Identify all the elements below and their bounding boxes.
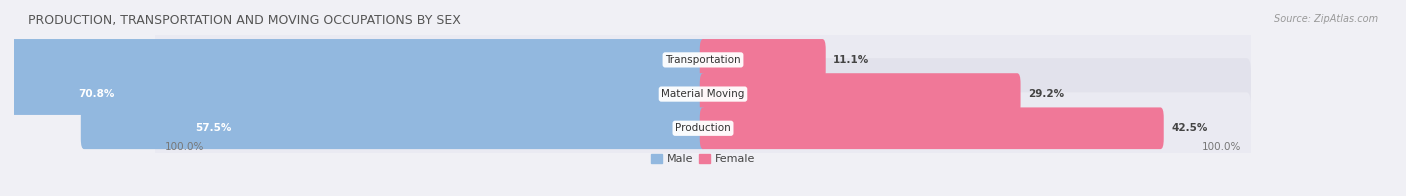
Text: 100.0%: 100.0% — [165, 142, 204, 152]
Text: Transportation: Transportation — [665, 55, 741, 65]
FancyBboxPatch shape — [700, 39, 825, 81]
Text: Material Moving: Material Moving — [661, 89, 745, 99]
FancyBboxPatch shape — [80, 107, 706, 149]
FancyBboxPatch shape — [700, 107, 1164, 149]
Text: 70.8%: 70.8% — [79, 89, 114, 99]
Text: 100.0%: 100.0% — [1202, 142, 1241, 152]
FancyBboxPatch shape — [155, 24, 1251, 96]
Text: 29.2%: 29.2% — [1028, 89, 1064, 99]
Text: PRODUCTION, TRANSPORTATION AND MOVING OCCUPATIONS BY SEX: PRODUCTION, TRANSPORTATION AND MOVING OC… — [28, 14, 461, 27]
Text: 57.5%: 57.5% — [195, 123, 232, 133]
FancyBboxPatch shape — [0, 39, 706, 81]
FancyBboxPatch shape — [155, 92, 1251, 164]
Text: 11.1%: 11.1% — [834, 55, 869, 65]
Text: 42.5%: 42.5% — [1171, 123, 1208, 133]
Text: Production: Production — [675, 123, 731, 133]
FancyBboxPatch shape — [155, 58, 1251, 130]
Legend: Male, Female: Male, Female — [647, 149, 759, 169]
Text: Source: ZipAtlas.com: Source: ZipAtlas.com — [1274, 14, 1378, 24]
FancyBboxPatch shape — [0, 73, 706, 115]
FancyBboxPatch shape — [700, 73, 1021, 115]
